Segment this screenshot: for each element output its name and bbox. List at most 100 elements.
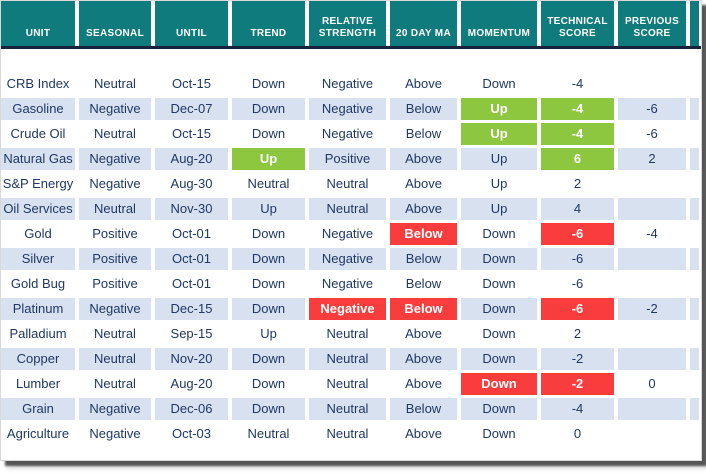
cell-20-day-ma: Below xyxy=(390,248,457,270)
spacer-cell-filler xyxy=(690,51,699,70)
cell-trend: Down xyxy=(232,398,305,420)
cell-until: Nov-20 xyxy=(155,348,228,370)
column-header-20-day-ma: 20 DAY MA xyxy=(390,1,457,46)
cell-unit: Platinum xyxy=(1,298,75,320)
cell-previous-score: -2 xyxy=(618,298,686,320)
cell-trend: Up xyxy=(232,198,305,220)
cell-relative-strength: Positive xyxy=(309,148,386,170)
cell-previous-score xyxy=(618,198,686,220)
cell-relative-strength: Neutral xyxy=(309,173,386,195)
cell-20-day-ma: Above xyxy=(390,323,457,345)
cell-unit: Copper xyxy=(1,348,75,370)
spacer-cell-relative-strength xyxy=(309,51,386,70)
cell-until: Oct-01 xyxy=(155,273,228,295)
cell-until: Oct-01 xyxy=(155,223,228,245)
cell-20-day-ma: Below xyxy=(390,398,457,420)
cell-trend: Down xyxy=(232,348,305,370)
cell-trend: Down xyxy=(232,373,305,395)
cell-relative-strength: Neutral xyxy=(309,348,386,370)
cell-until: Aug-20 xyxy=(155,148,228,170)
spacer-cell-seasonal xyxy=(79,51,151,70)
cell-filler xyxy=(690,398,699,420)
cell-momentum: Up xyxy=(461,98,537,120)
cell-seasonal: Neutral xyxy=(79,73,151,95)
cell-filler xyxy=(690,373,699,395)
header-divider xyxy=(1,46,701,49)
cell-trend: Up xyxy=(232,323,305,345)
cell-filler xyxy=(690,173,699,195)
cell-filler xyxy=(690,348,699,370)
cell-technical-score: -4 xyxy=(541,98,614,120)
cell-momentum: Up xyxy=(461,123,537,145)
cell-20-day-ma: Below xyxy=(390,98,457,120)
cell-relative-strength: Neutral xyxy=(309,398,386,420)
cell-momentum: Down xyxy=(461,73,537,95)
cell-seasonal: Negative xyxy=(79,148,151,170)
cell-unit: Gold Bug xyxy=(1,273,75,295)
cell-relative-strength: Negative xyxy=(309,123,386,145)
cell-previous-score xyxy=(618,173,686,195)
cell-unit: Gold xyxy=(1,223,75,245)
spacer-cell-previous-score xyxy=(618,51,686,70)
cell-technical-score: -4 xyxy=(541,398,614,420)
cell-momentum: Up xyxy=(461,173,537,195)
cell-seasonal: Negative xyxy=(79,98,151,120)
cell-until: Dec-07 xyxy=(155,98,228,120)
cell-technical-score: -4 xyxy=(541,123,614,145)
table-frame: UNIT SEASONAL UNTIL TREND RELATIVE STREN… xyxy=(0,0,702,461)
cell-seasonal: Neutral xyxy=(79,323,151,345)
cell-previous-score xyxy=(618,398,686,420)
cell-momentum: Down xyxy=(461,348,537,370)
table-body: CRB Index Neutral Oct-15 Down Negative Above D… xyxy=(1,49,701,445)
column-header-filler xyxy=(690,1,699,46)
cell-filler xyxy=(690,123,699,145)
cell-trend: Down xyxy=(232,123,305,145)
cell-filler xyxy=(690,223,699,245)
cell-technical-score: -6 xyxy=(541,248,614,270)
cell-until: Oct-15 xyxy=(155,73,228,95)
cell-unit: S&P Energy xyxy=(1,173,75,195)
cell-previous-score xyxy=(618,323,686,345)
column-header-unit: UNIT xyxy=(1,1,75,46)
cell-20-day-ma: Below xyxy=(390,123,457,145)
cell-previous-score: 2 xyxy=(618,148,686,170)
cell-until: Oct-01 xyxy=(155,248,228,270)
cell-previous-score: -6 xyxy=(618,98,686,120)
cell-unit: Lumber xyxy=(1,373,75,395)
cell-previous-score: -4 xyxy=(618,223,686,245)
cell-until: Nov-30 xyxy=(155,198,228,220)
cell-20-day-ma: Below xyxy=(390,298,457,320)
cell-trend: Down xyxy=(232,223,305,245)
cell-until: Oct-15 xyxy=(155,123,228,145)
cell-trend: Down xyxy=(232,98,305,120)
cell-previous-score xyxy=(618,273,686,295)
column-header-seasonal: SEASONAL xyxy=(79,1,151,46)
cell-filler xyxy=(690,198,699,220)
spacer-cell-trend xyxy=(232,51,305,70)
cell-seasonal: Positive xyxy=(79,223,151,245)
cell-previous-score xyxy=(618,348,686,370)
cell-momentum: Down xyxy=(461,373,537,395)
spacer-cell-unit xyxy=(1,51,75,70)
spacer-cell-20-day-ma xyxy=(390,51,457,70)
cell-until: Sep-15 xyxy=(155,323,228,345)
cell-relative-strength: Negative xyxy=(309,273,386,295)
cell-unit: Natural Gas xyxy=(1,148,75,170)
cell-until: Aug-20 xyxy=(155,373,228,395)
cell-technical-score: 6 xyxy=(541,148,614,170)
cell-seasonal: Positive xyxy=(79,273,151,295)
cell-momentum: Down xyxy=(461,423,537,445)
cell-technical-score: 0 xyxy=(541,423,614,445)
cell-momentum: Down xyxy=(461,398,537,420)
cell-technical-score: 2 xyxy=(541,173,614,195)
cell-previous-score xyxy=(618,248,686,270)
cell-technical-score: -4 xyxy=(541,73,614,95)
cell-until: Dec-15 xyxy=(155,298,228,320)
cell-trend: Down xyxy=(232,73,305,95)
cell-momentum: Up xyxy=(461,198,537,220)
spacer-cell-technical-score xyxy=(541,51,614,70)
cell-until: Oct-03 xyxy=(155,423,228,445)
cell-technical-score: -6 xyxy=(541,298,614,320)
cell-trend: Down xyxy=(232,273,305,295)
